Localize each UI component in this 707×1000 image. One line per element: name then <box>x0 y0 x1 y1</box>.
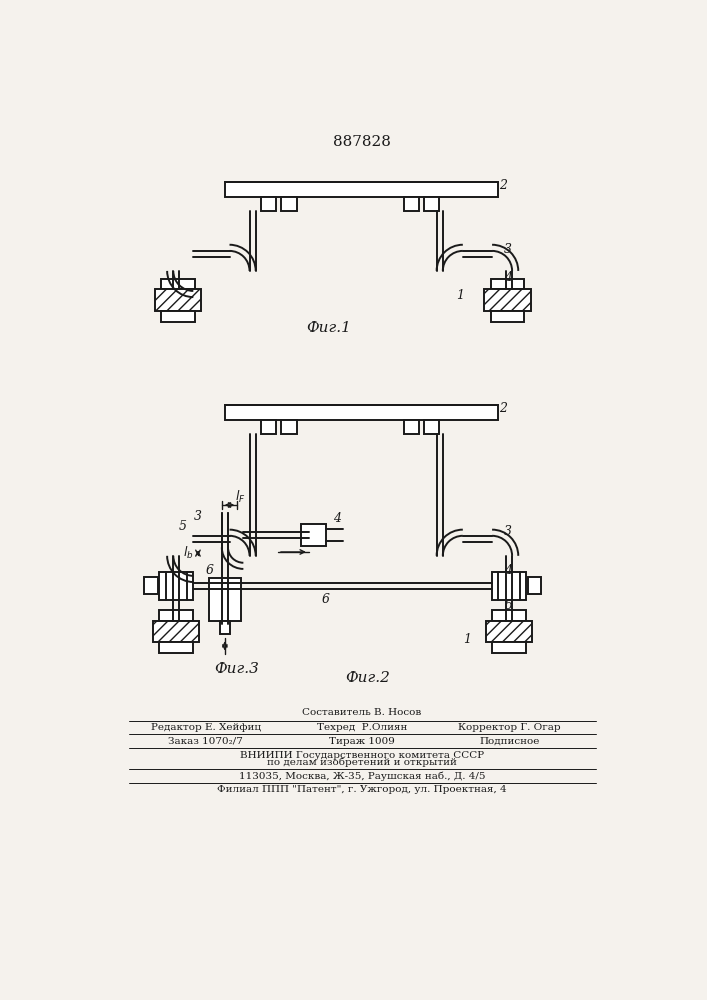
Bar <box>225 405 498 420</box>
Text: 113035, Москва, Ж-35, Раушская наб., Д. 4/5: 113035, Москва, Ж-35, Раушская наб., Д. … <box>239 771 485 781</box>
Text: ВНИИПИ Государственного комитета СССР: ВНИИПИ Государственного комитета СССР <box>240 751 484 760</box>
Bar <box>301 524 326 546</box>
Bar <box>492 642 526 653</box>
Bar <box>492 572 526 600</box>
Text: 5: 5 <box>179 520 187 533</box>
Bar <box>404 420 419 434</box>
Text: 2: 2 <box>499 179 507 192</box>
Text: Заказ 1070₂/7: Заказ 1070₂/7 <box>168 737 243 746</box>
Bar <box>155 289 201 311</box>
Text: $l_b$: $l_b$ <box>183 545 194 561</box>
Text: 3: 3 <box>504 243 513 256</box>
Bar <box>144 577 158 594</box>
Text: Филиал ППП "Патент", г. Ужгород, ул. Проектная, 4: Филиал ППП "Патент", г. Ужгород, ул. Про… <box>217 785 507 794</box>
Bar <box>281 197 296 211</box>
Text: 4: 4 <box>504 564 513 577</box>
Text: 5: 5 <box>504 599 513 612</box>
Bar <box>423 197 439 211</box>
Text: 6: 6 <box>206 564 214 577</box>
Text: Фиг.2: Фиг.2 <box>345 671 390 685</box>
Bar <box>486 620 532 642</box>
Text: Техред  Р.Олиян: Техред Р.Олиян <box>317 723 407 732</box>
Text: $l_F$: $l_F$ <box>235 489 245 505</box>
Text: Подписное: Подписное <box>479 737 540 746</box>
Bar <box>527 577 542 594</box>
Bar <box>492 610 526 620</box>
Bar <box>281 420 296 434</box>
Text: 887828: 887828 <box>333 135 391 149</box>
Text: по делам изобретений и открытий: по делам изобретений и открытий <box>267 757 457 767</box>
Bar <box>491 279 525 289</box>
Bar <box>423 420 439 434</box>
Bar <box>209 578 241 620</box>
Bar <box>484 289 530 311</box>
Bar <box>404 197 419 211</box>
Bar <box>161 311 195 322</box>
Text: 1: 1 <box>456 289 464 302</box>
Bar <box>491 311 525 322</box>
Bar <box>225 182 498 197</box>
Text: Тираж 1009: Тираж 1009 <box>329 737 395 746</box>
Text: 6: 6 <box>321 593 329 606</box>
Text: 2: 2 <box>499 402 507 415</box>
Text: 1: 1 <box>464 633 472 646</box>
Text: Составитель В. Носов: Составитель В. Носов <box>303 708 421 717</box>
Text: Корректор Г. Огар: Корректор Г. Огар <box>458 723 561 732</box>
Bar <box>219 620 230 634</box>
Bar <box>160 572 193 600</box>
Text: Фиг.1: Фиг.1 <box>306 321 351 335</box>
Bar <box>161 279 195 289</box>
Text: 4: 4 <box>504 271 513 284</box>
Text: Редактор Е. Хейфиц: Редактор Е. Хейфиц <box>151 723 261 732</box>
Bar <box>261 197 276 211</box>
Bar <box>160 610 193 620</box>
Text: 3: 3 <box>194 510 202 523</box>
Bar <box>160 642 193 653</box>
Text: 4: 4 <box>333 512 341 525</box>
Text: 3: 3 <box>504 525 513 538</box>
Text: Фиг.3: Фиг.3 <box>214 662 259 676</box>
Bar <box>153 620 199 642</box>
Bar <box>261 420 276 434</box>
